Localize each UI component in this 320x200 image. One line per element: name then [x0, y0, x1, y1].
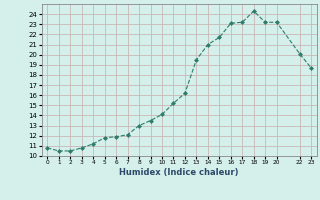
X-axis label: Humidex (Indice chaleur): Humidex (Indice chaleur)	[119, 168, 239, 177]
